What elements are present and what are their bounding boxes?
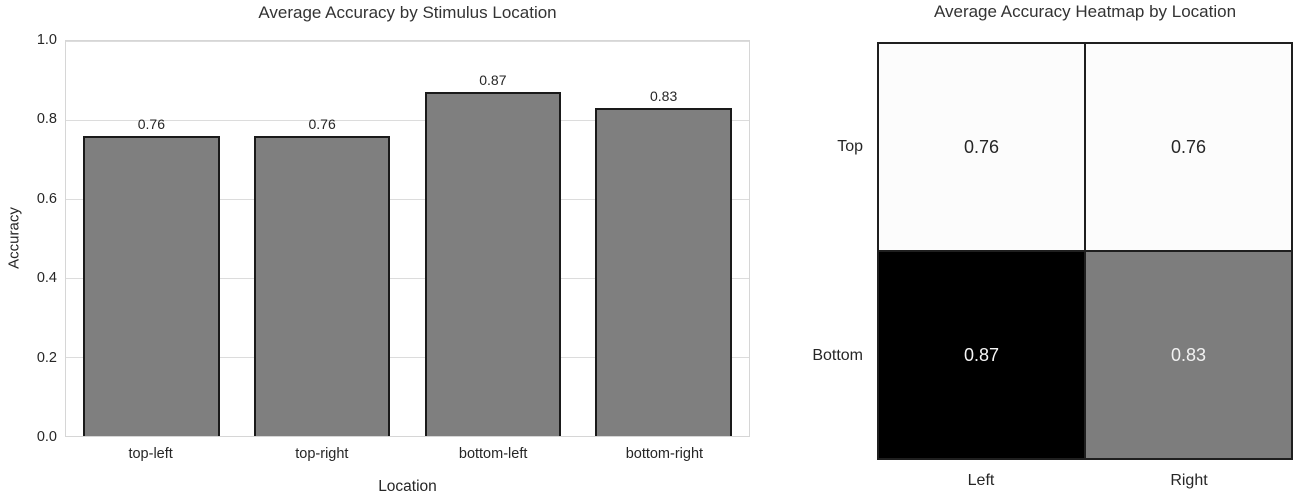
bar-value-label: 0.83 xyxy=(650,88,678,105)
gridline xyxy=(66,278,749,279)
y-tick-label: 0.2 xyxy=(36,349,57,366)
gridline xyxy=(66,357,749,358)
gridline xyxy=(66,41,749,42)
y-tick-label: 0.6 xyxy=(36,190,57,207)
heatmap-title: Average Accuracy Heatmap by Location xyxy=(933,2,1237,21)
heatmap-cell-bottom-right: 0.83 xyxy=(1086,252,1291,458)
bar-slot-bottom-right: 0.83 xyxy=(578,41,749,436)
bar-value-label: 0.87 xyxy=(479,72,507,89)
heatmap-cell-bottom-left: 0.87 xyxy=(879,252,1084,458)
heatmap-col-label-right: Right xyxy=(1170,472,1208,489)
y-tick-label: 0.8 xyxy=(36,111,57,128)
bar-bottom-right xyxy=(595,108,732,436)
bar-slot-top-left: 0.76 xyxy=(66,41,237,436)
heatmap-row-labels: Top Bottom xyxy=(760,42,863,460)
heatmap-col-labels: Left Right xyxy=(877,472,1293,490)
x-tick-label-top-left: top-left xyxy=(128,446,173,462)
heatmap-cell-top-right: 0.76 xyxy=(1086,44,1291,250)
bar-top-right xyxy=(253,135,391,436)
bar-value-label: 0.76 xyxy=(137,115,165,132)
y-tick-label: 0.4 xyxy=(36,270,57,287)
bar-chart-y-tick-labels: 0.0 0.2 0.4 0.6 0.8 1.0 xyxy=(0,32,57,445)
bar-chart-x-tick-labels: top-left top-right bottom-left bottom-right xyxy=(65,446,750,462)
bar-chart-plot-area: 0.76 0.76 0.87 0.83 xyxy=(65,40,750,437)
y-tick-label: 0.0 xyxy=(36,429,57,445)
bar-bottom-left xyxy=(424,92,562,436)
heatmap-cell-top-left: 0.76 xyxy=(879,44,1084,250)
bar-chart-title: Average Accuracy by Stimulus Location xyxy=(258,3,557,22)
bar-value-label: 0.76 xyxy=(308,115,336,132)
gridline xyxy=(66,120,749,121)
bar-chart-x-axis-label: Location xyxy=(378,478,437,495)
heatmap-col-label-left: Left xyxy=(967,472,995,489)
y-tick-label: 1.0 xyxy=(36,32,57,48)
bar-top-left xyxy=(83,135,220,436)
heatmap-row-label-bottom: Bottom xyxy=(812,346,863,364)
heatmap-row-label-top: Top xyxy=(837,137,863,155)
x-tick-label-top-right: top-right xyxy=(295,446,349,462)
gridline xyxy=(66,199,749,200)
x-tick-label-bottom-left: bottom-left xyxy=(458,446,528,462)
bar-slot-bottom-left: 0.87 xyxy=(408,41,579,436)
heatmap-grid: 0.76 0.76 0.87 0.83 xyxy=(877,42,1293,460)
bar-slot-top-right: 0.76 xyxy=(237,41,408,436)
x-tick-label-bottom-right: bottom-right xyxy=(625,446,704,462)
